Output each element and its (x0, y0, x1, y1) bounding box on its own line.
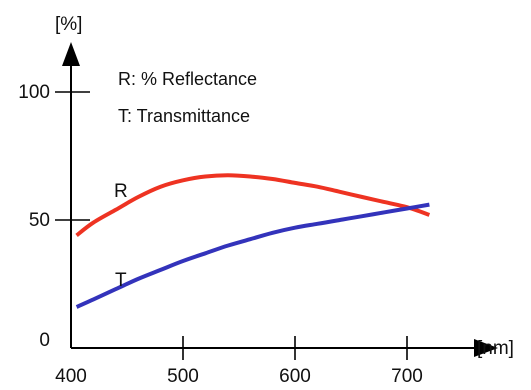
series-label-r: R (114, 181, 128, 202)
y-axis-arrow (62, 42, 80, 66)
y-tick-label: 100 (18, 82, 50, 103)
x-tick-label: 700 (391, 366, 423, 387)
legend: R: % Reflectance T: Transmittance (118, 69, 257, 126)
legend-entry-reflectance: R: % Reflectance (118, 69, 257, 89)
x-ticks: 400 500 600 700 (55, 336, 423, 387)
series-line-t (75, 202, 430, 309)
x-tick-label: 600 (279, 366, 311, 387)
y-axis-label: [%] (55, 14, 82, 35)
x-axis-arrow (474, 339, 498, 357)
x-axis-label: [nm] (477, 338, 514, 359)
legend-entry-transmittance: T: Transmittance (118, 106, 250, 126)
axes (62, 42, 498, 357)
series-label-t: T (115, 270, 127, 291)
y-ticks: 0 50 100 (18, 82, 90, 351)
x-tick-label: 500 (167, 366, 199, 387)
y-tick-label: 0 (39, 330, 50, 351)
x-tick-label: 400 (55, 366, 87, 387)
series-line-r (75, 173, 431, 237)
y-tick-label: 50 (29, 210, 50, 231)
series (75, 173, 431, 309)
